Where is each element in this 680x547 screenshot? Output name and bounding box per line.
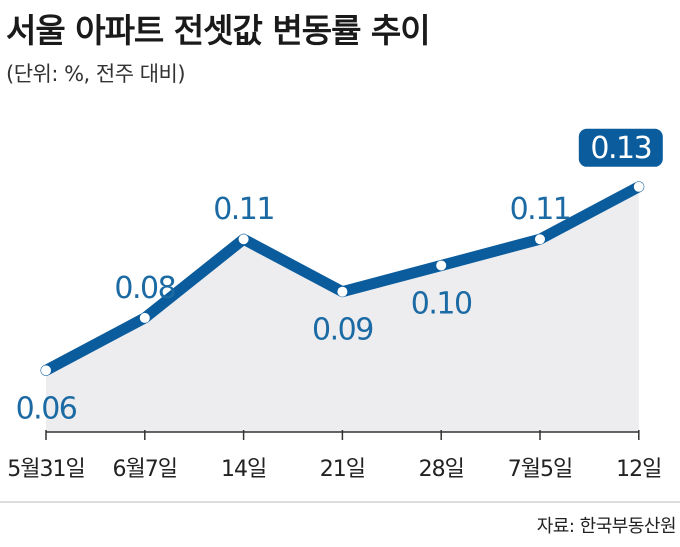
data-label: 0.11 bbox=[510, 192, 571, 227]
x-tick-label: 7월5일 bbox=[508, 457, 572, 482]
data-point bbox=[41, 365, 51, 376]
data-point bbox=[535, 234, 545, 245]
x-tick-label: 14일 bbox=[221, 457, 266, 482]
x-tick-label: 21일 bbox=[320, 457, 365, 482]
chart-title: 서울 아파트 전셋값 변동률 추이 bbox=[6, 11, 431, 50]
x-tick-label: 6월7일 bbox=[113, 457, 177, 482]
chart-subtitle: (단위: %, 전주 대비) bbox=[6, 62, 186, 86]
data-point bbox=[238, 234, 249, 245]
x-tick-label: 28일 bbox=[419, 457, 464, 482]
data-label: 0.10 bbox=[411, 286, 472, 321]
x-tick-label: 12일 bbox=[616, 457, 661, 482]
x-tick-label: 5월31일 bbox=[7, 457, 84, 482]
area-fill bbox=[46, 186, 639, 432]
data-label: 0.09 bbox=[312, 313, 373, 348]
data-point bbox=[436, 260, 447, 271]
data-point bbox=[337, 286, 348, 297]
data-point bbox=[139, 312, 150, 323]
source-note: 자료: 한국부동산원 bbox=[536, 516, 677, 537]
data-label: 0.06 bbox=[16, 391, 77, 426]
data-label: 0.11 bbox=[213, 192, 274, 227]
highlight-badge bbox=[578, 128, 663, 167]
data-label: 0.08 bbox=[114, 271, 175, 306]
data-point bbox=[633, 181, 644, 192]
data-label: 0.13 bbox=[590, 131, 651, 166]
